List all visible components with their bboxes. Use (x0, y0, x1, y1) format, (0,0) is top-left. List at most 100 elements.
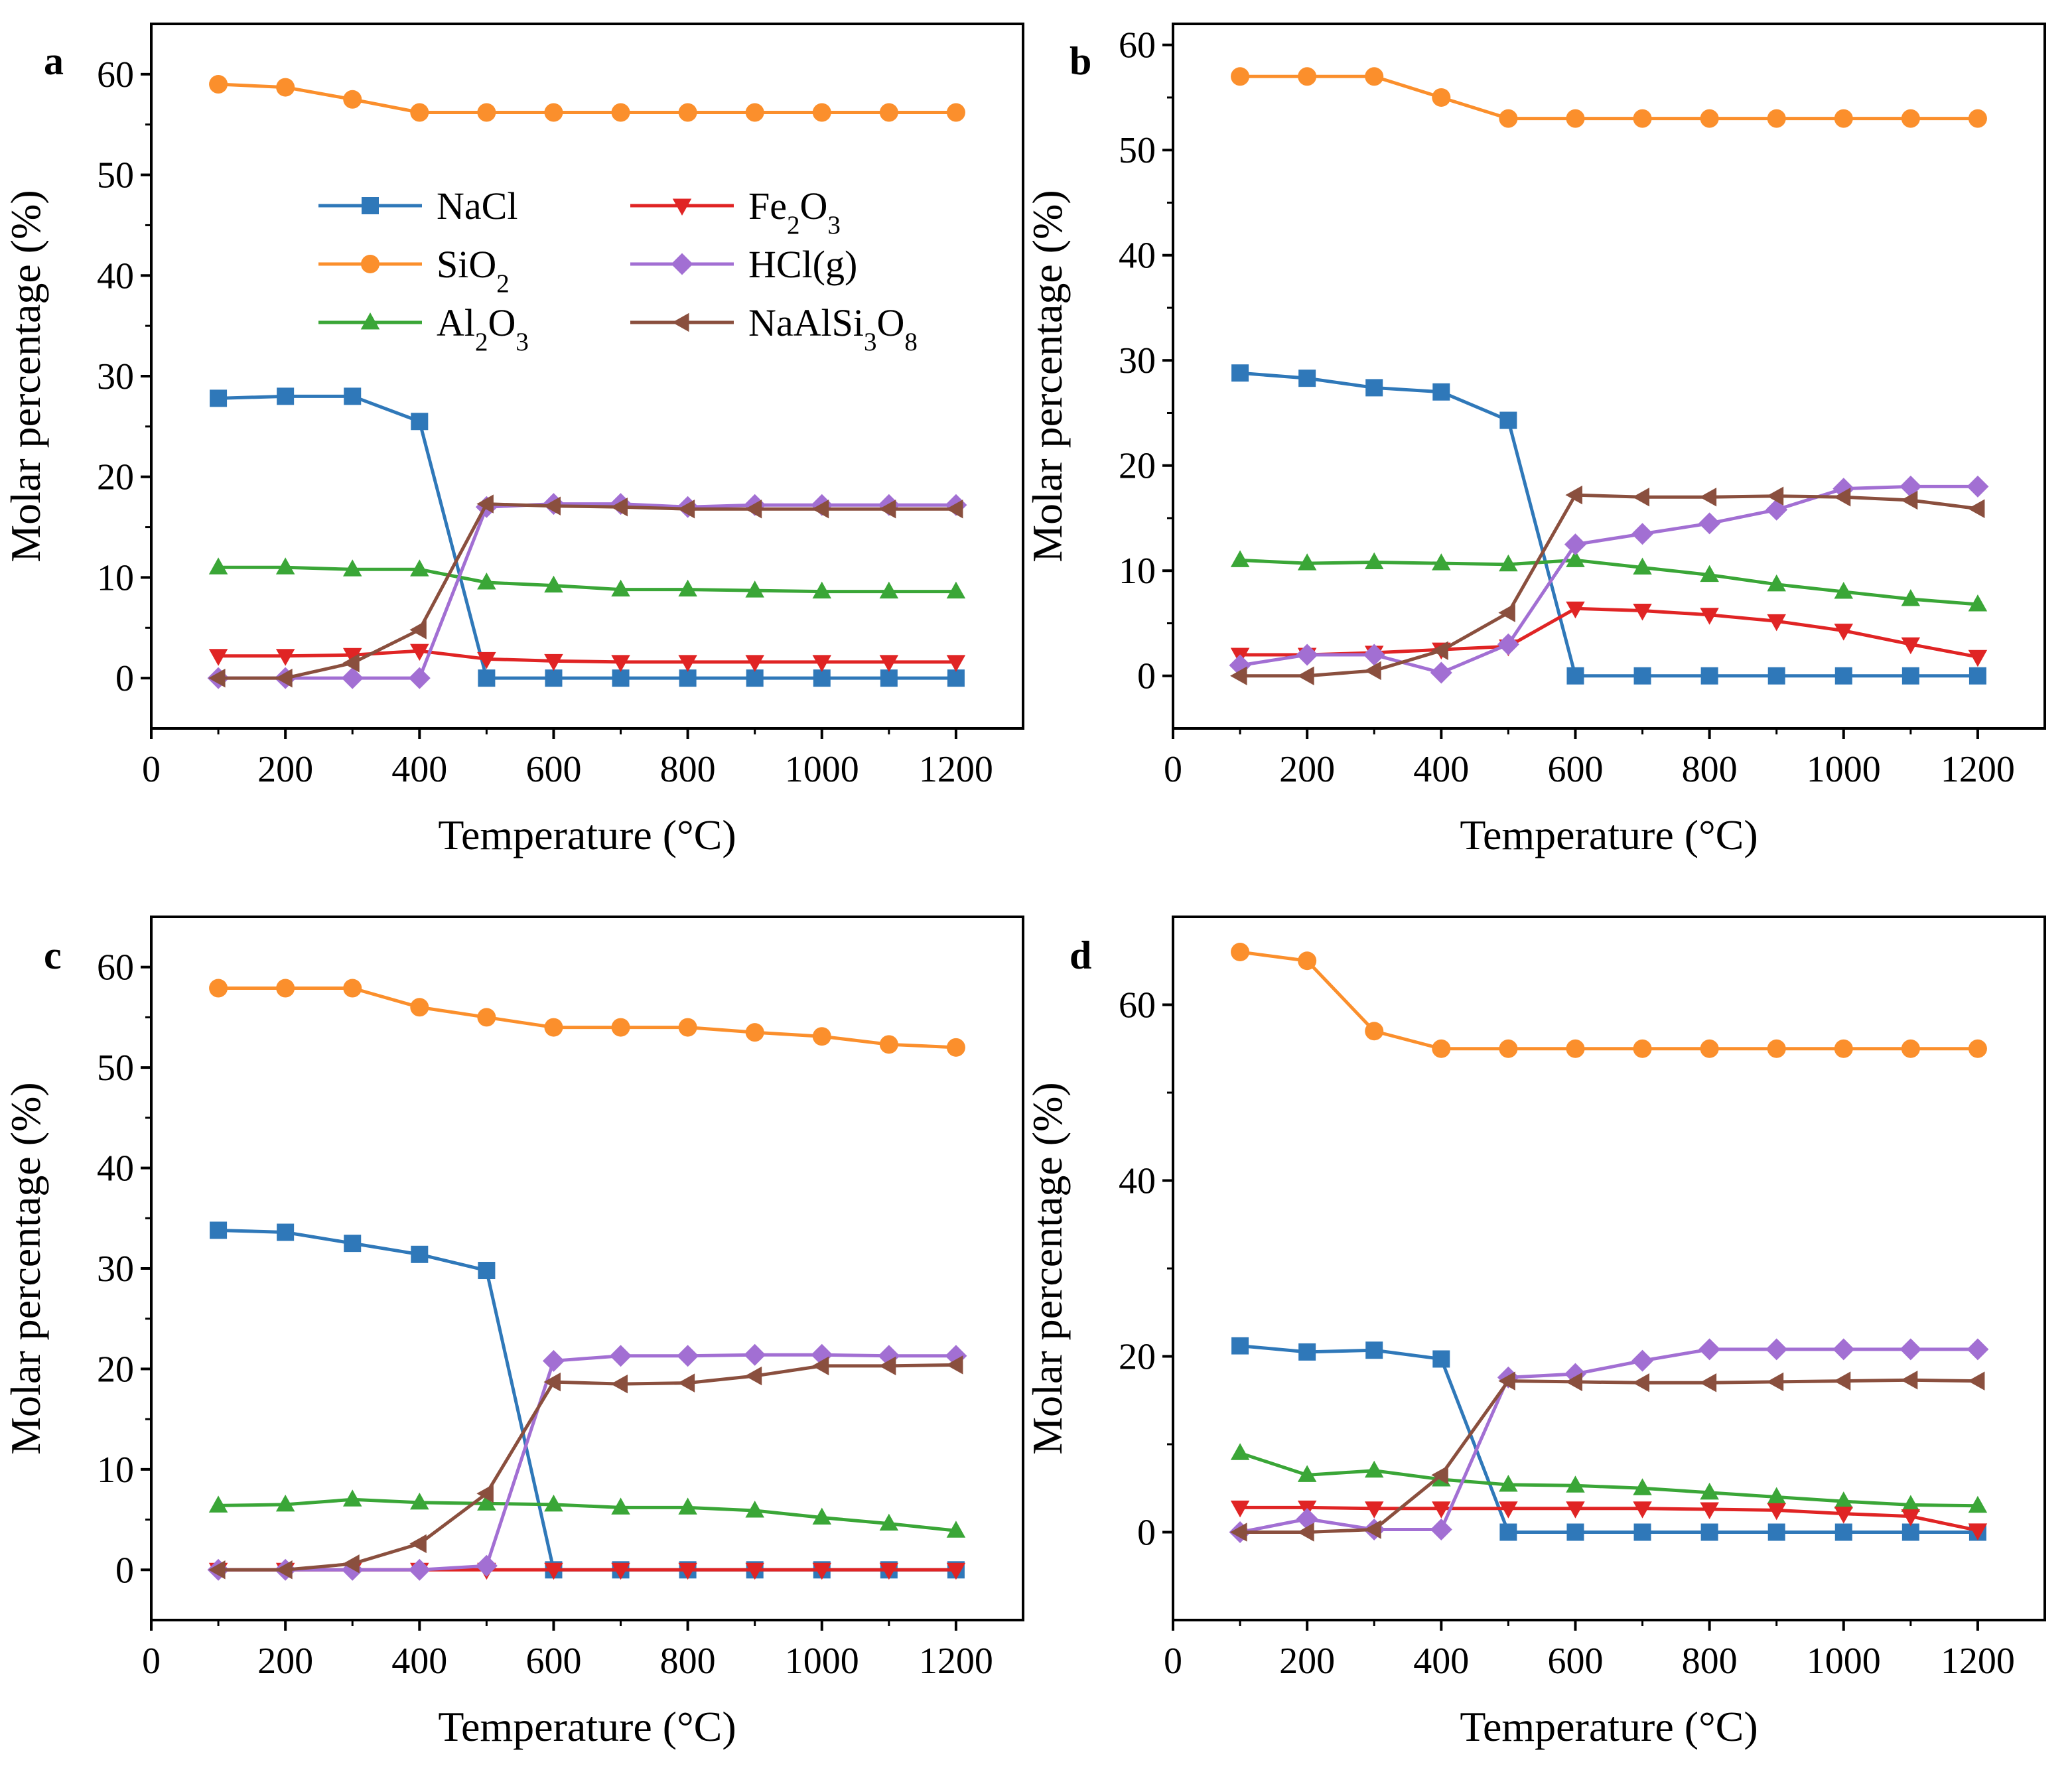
data-point (1699, 1373, 1717, 1393)
series-Al2O3 (1230, 550, 1988, 612)
data-point (1498, 603, 1515, 622)
data-point (1364, 1460, 1384, 1478)
data-point (1832, 1338, 1855, 1361)
data-point (812, 1507, 832, 1525)
legend-label: NaCl (437, 184, 518, 228)
series-line (1239, 950, 1978, 1051)
x-tick-label: 200 (1279, 1641, 1335, 1682)
panel-label: a (44, 39, 64, 83)
x-tick-label: 0 (1164, 749, 1182, 790)
data-point (341, 667, 364, 689)
data-point (208, 649, 228, 666)
data-point (1430, 1519, 1452, 1541)
series-line (1240, 74, 1978, 121)
data-point (1566, 601, 1585, 619)
data-point (1566, 109, 1585, 128)
data-point (611, 1562, 630, 1580)
data-point (1901, 1495, 1921, 1512)
data-point (677, 1345, 699, 1367)
x-tick-label: 800 (1682, 1641, 1738, 1682)
data-point (1499, 109, 1518, 128)
y-tick-label: 30 (97, 356, 134, 397)
data-point (544, 1562, 563, 1580)
series-line (218, 565, 956, 594)
data-point (1297, 1523, 1314, 1542)
data-point (410, 644, 429, 661)
data-point (1834, 624, 1854, 641)
series-NaCl (210, 387, 965, 687)
data-point (744, 500, 762, 519)
data-point (1767, 1503, 1786, 1521)
data-point (1631, 1349, 1654, 1372)
data-point (1901, 1039, 1920, 1058)
series-line (1240, 1378, 1978, 1534)
data-point (477, 1008, 496, 1027)
data-point (408, 667, 431, 689)
panel-a: a 0 200 400 600 800 1000 1200 0 10 20 30 40 50 60 Tempe… (2, 23, 1024, 858)
data-point (1298, 370, 1316, 387)
data-point (1565, 485, 1582, 505)
data-point (812, 1027, 831, 1046)
data-point (746, 669, 764, 687)
data-point (210, 389, 228, 407)
data-point (1967, 1338, 1989, 1361)
data-point (1633, 557, 1652, 575)
series-line (1239, 558, 1978, 606)
data-point (1432, 88, 1451, 107)
data-point (1833, 488, 1851, 507)
data-point (1900, 1371, 1918, 1390)
data-point (744, 1366, 762, 1386)
data-point (209, 75, 228, 94)
data-point (542, 1349, 565, 1372)
data-point (1967, 499, 1985, 518)
y-tick-label: 50 (97, 1048, 134, 1089)
data-point (1364, 1520, 1381, 1539)
x-tick-label: 600 (525, 1641, 581, 1682)
data-point (1566, 1039, 1585, 1058)
legend-marker (360, 312, 380, 330)
y-tick-label: 30 (1119, 340, 1156, 381)
data-point (812, 581, 832, 599)
data-point (277, 387, 295, 405)
data-point (811, 500, 829, 519)
data-point (1499, 1039, 1518, 1058)
series-Al2O3 (208, 1489, 966, 1538)
x-tick-label: 200 (1279, 749, 1335, 790)
x-tick-label: 800 (1682, 749, 1738, 790)
data-point (543, 496, 561, 515)
data-point (1834, 109, 1853, 128)
data-point (745, 1562, 764, 1580)
data-point (1767, 614, 1786, 632)
series-NaAlSi3O8 (208, 494, 963, 688)
data-point (1767, 1487, 1786, 1504)
x-axis-label: Temperature (°C) (438, 1703, 736, 1750)
series-Al2O3 (208, 557, 966, 599)
series-line (1240, 606, 1978, 659)
y-tick-label: 0 (115, 1550, 134, 1591)
data-point (1901, 1509, 1921, 1527)
data-point (1231, 67, 1250, 86)
data-point (1432, 1501, 1451, 1519)
data-point (544, 103, 563, 122)
y-tick-label: 20 (97, 457, 134, 498)
series-NaCl (1231, 1337, 1986, 1541)
data-point (878, 1356, 896, 1376)
data-point (1363, 644, 1385, 666)
y-tick-label: 20 (1119, 1337, 1156, 1378)
data-point (1632, 488, 1650, 507)
x-tick-label: 400 (391, 1641, 447, 1682)
x-axis-label: Temperature (°C) (1460, 1703, 1758, 1750)
series-HCl (1229, 475, 1989, 684)
data-point (1631, 523, 1654, 545)
x-tick-label: 1200 (1941, 749, 2015, 790)
data-point (879, 581, 899, 599)
x-axis-label: Temperature (°C) (438, 811, 736, 858)
data-point (1901, 109, 1920, 128)
data-point (1564, 533, 1586, 556)
series-line (1239, 371, 1978, 678)
data-point (1698, 512, 1721, 535)
y-tick-label: 50 (1119, 130, 1156, 171)
x-tick-label: 1200 (919, 1641, 993, 1682)
legend-item-NaAlSi3O8: NaAlSi3O8 (630, 301, 918, 356)
